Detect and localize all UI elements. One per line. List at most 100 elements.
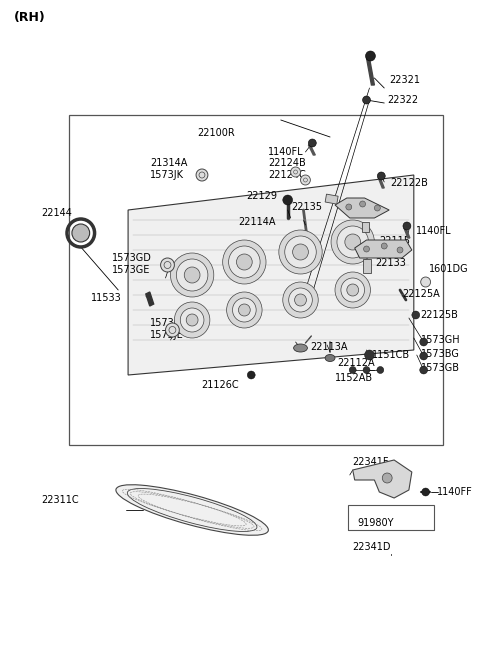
- Text: 21126C: 21126C: [201, 380, 239, 390]
- Bar: [362, 259, 372, 273]
- Text: 1151CB: 1151CB: [372, 350, 410, 360]
- Circle shape: [345, 234, 360, 250]
- Circle shape: [337, 226, 369, 258]
- Text: 1152AB: 1152AB: [335, 373, 373, 383]
- Circle shape: [223, 240, 266, 284]
- Circle shape: [239, 304, 250, 316]
- Circle shape: [228, 246, 260, 278]
- Circle shape: [170, 253, 214, 297]
- Circle shape: [335, 272, 371, 308]
- Text: 21314A: 21314A: [150, 158, 187, 168]
- Circle shape: [397, 247, 403, 253]
- Circle shape: [227, 292, 262, 328]
- Circle shape: [331, 220, 374, 264]
- Circle shape: [363, 367, 370, 373]
- Text: 22100R: 22100R: [197, 128, 235, 138]
- Bar: [69, 115, 444, 445]
- Text: 1573GA: 1573GA: [150, 318, 189, 328]
- Circle shape: [232, 298, 256, 322]
- Text: 1140FL: 1140FL: [268, 147, 304, 157]
- Circle shape: [366, 51, 375, 61]
- Text: 1573GE: 1573GE: [112, 265, 151, 275]
- Circle shape: [176, 259, 208, 291]
- Circle shape: [285, 236, 316, 268]
- Text: 22114A: 22114A: [239, 217, 276, 227]
- Text: 22125B: 22125B: [420, 310, 458, 320]
- Text: 1573JK: 1573JK: [150, 170, 184, 180]
- Circle shape: [412, 311, 420, 319]
- Circle shape: [420, 352, 428, 360]
- Circle shape: [374, 205, 380, 211]
- Polygon shape: [308, 145, 315, 155]
- Text: 22341D: 22341D: [353, 542, 391, 552]
- Text: 1573JE: 1573JE: [150, 330, 183, 340]
- Ellipse shape: [294, 344, 307, 352]
- Circle shape: [403, 222, 411, 230]
- Circle shape: [279, 230, 322, 274]
- Polygon shape: [146, 292, 154, 306]
- Circle shape: [349, 367, 356, 373]
- Circle shape: [247, 371, 255, 379]
- Polygon shape: [353, 460, 412, 498]
- Circle shape: [293, 244, 308, 260]
- Circle shape: [288, 288, 312, 312]
- Text: (RH): (RH): [14, 12, 46, 24]
- Circle shape: [166, 323, 180, 337]
- Circle shape: [72, 224, 90, 242]
- Ellipse shape: [325, 354, 335, 362]
- Circle shape: [295, 294, 306, 306]
- Bar: [325, 194, 338, 204]
- Polygon shape: [378, 178, 384, 188]
- Text: 1140FF: 1140FF: [436, 487, 472, 497]
- Circle shape: [422, 488, 430, 496]
- Text: 22135: 22135: [292, 202, 323, 212]
- Circle shape: [184, 267, 200, 283]
- Polygon shape: [404, 228, 410, 238]
- Circle shape: [291, 167, 300, 177]
- Circle shape: [364, 350, 374, 360]
- Text: 1573GH: 1573GH: [420, 335, 460, 345]
- Circle shape: [180, 308, 204, 332]
- Text: 22122B: 22122B: [390, 178, 428, 188]
- Text: 22124B: 22124B: [268, 158, 306, 168]
- Text: 22311C: 22311C: [41, 495, 79, 505]
- Text: 1573GB: 1573GB: [420, 363, 460, 373]
- Polygon shape: [367, 58, 374, 85]
- Text: 22129: 22129: [246, 191, 277, 201]
- Text: 11533: 11533: [91, 293, 121, 303]
- Circle shape: [174, 302, 210, 338]
- Text: 22125A: 22125A: [402, 289, 440, 299]
- Bar: [348, 505, 434, 530]
- Circle shape: [161, 258, 174, 272]
- Circle shape: [283, 282, 318, 318]
- Text: 22322: 22322: [387, 95, 419, 105]
- Circle shape: [237, 254, 252, 270]
- Text: 22113A: 22113A: [311, 342, 348, 352]
- Circle shape: [377, 172, 385, 180]
- Text: 22112A: 22112A: [337, 358, 374, 368]
- Text: 22321: 22321: [389, 75, 420, 85]
- Polygon shape: [355, 240, 412, 258]
- Ellipse shape: [116, 485, 268, 535]
- Text: 1573GD: 1573GD: [112, 253, 152, 263]
- Circle shape: [360, 201, 366, 207]
- Text: 1601DG: 1601DG: [429, 264, 468, 274]
- Circle shape: [347, 284, 359, 296]
- Circle shape: [308, 139, 316, 147]
- Circle shape: [196, 169, 208, 181]
- Circle shape: [420, 277, 431, 287]
- Circle shape: [283, 195, 293, 205]
- Text: 22124C: 22124C: [268, 170, 306, 180]
- Text: 22341F: 22341F: [353, 457, 389, 467]
- Circle shape: [362, 96, 371, 104]
- Text: 1140FL: 1140FL: [416, 226, 451, 236]
- Circle shape: [346, 204, 352, 210]
- Polygon shape: [128, 175, 414, 375]
- Circle shape: [300, 175, 311, 185]
- Text: 22115: 22115: [379, 236, 410, 246]
- Circle shape: [341, 278, 364, 302]
- Bar: [361, 222, 370, 232]
- Circle shape: [420, 366, 428, 374]
- Circle shape: [420, 338, 428, 346]
- Text: 22144: 22144: [41, 208, 72, 218]
